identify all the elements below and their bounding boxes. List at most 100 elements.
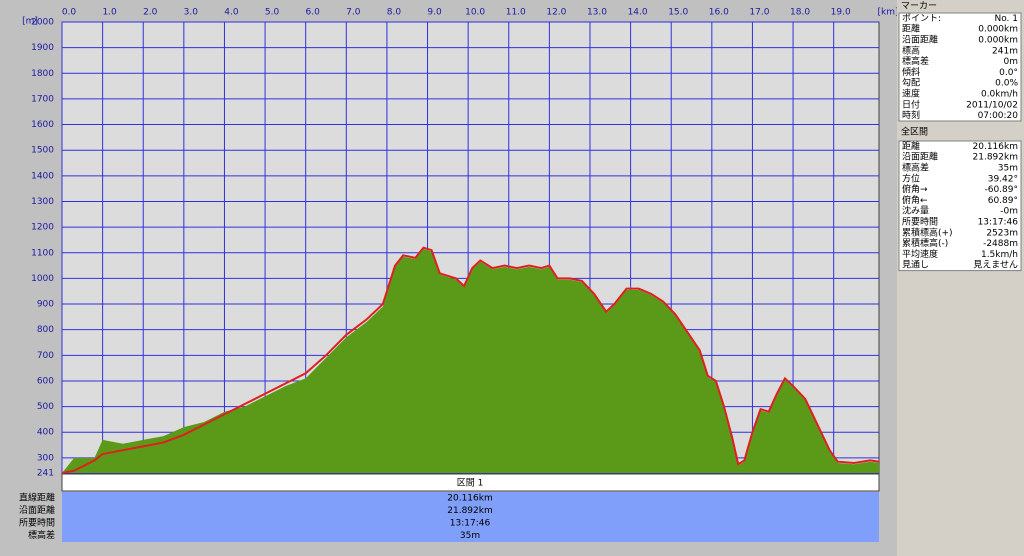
panel-label: 距離 [902, 23, 920, 35]
panel-value: 2523m [986, 228, 1018, 238]
panel-value: 21.892km [973, 153, 1018, 163]
panel-label: 俯角→ [902, 183, 928, 195]
y-tick-label: 2000 [31, 18, 54, 28]
panel-label: 俯角← [902, 194, 928, 206]
y-tick-label: 1700 [31, 94, 54, 104]
y-tick-label: 1400 [31, 171, 54, 181]
panel-label: 所要時間 [902, 217, 938, 228]
x-tick-label: 1.0 [102, 8, 117, 18]
panel-label: 平均速度 [902, 248, 938, 260]
elevation-line [61, 246, 880, 474]
x-tick-label: 13.0 [587, 8, 607, 18]
summary-value: 35m [460, 531, 480, 541]
y-tick-label: 600 [37, 376, 54, 386]
y-tick-label: 1300 [31, 197, 54, 207]
summary-label: 沿面距離 [19, 504, 55, 516]
x-tick-label: 18.0 [790, 8, 810, 18]
x-tick-label: 14.0 [628, 8, 648, 18]
panel-value: 0.000km [978, 25, 1018, 35]
panel-value: 0.000km [978, 36, 1018, 46]
summary-label: 直線距離 [19, 492, 55, 504]
y-tick-label: 300 [37, 453, 54, 463]
y-tick-label: 1800 [31, 69, 54, 79]
summary-header-box [61, 473, 880, 492]
panel-label: 累積標高(-) [902, 237, 948, 249]
panel-value: 07:00:20 [978, 111, 1019, 121]
panel-table [898, 12, 1022, 122]
x-tick-label: 12.0 [546, 8, 566, 18]
summary-value: 21.892km [447, 506, 492, 516]
y-tick-label: 1200 [31, 223, 54, 233]
x-tick-label: 0.0 [62, 8, 77, 18]
panel-label: 傾斜 [902, 66, 920, 78]
panel-label: 日付 [902, 99, 920, 110]
panel-label: 沈み量 [902, 205, 929, 217]
x-unit: [km] [877, 8, 898, 18]
panel-label: 累積標高(+) [902, 226, 953, 238]
x-tick-label: 15.0 [668, 8, 688, 18]
panel-label: 沿面距離 [902, 34, 938, 46]
x-tick-label: 19.0 [831, 8, 851, 18]
panel-value: 13:17:46 [978, 218, 1019, 228]
x-tick-label: 2.0 [143, 8, 158, 18]
panel-value: 35m [998, 164, 1018, 174]
panel-value: 39.42° [988, 174, 1018, 184]
panel-value: 241m [992, 46, 1018, 56]
panel-value: -0m [1000, 207, 1018, 217]
y-tick-label: 1900 [31, 43, 54, 53]
y-tick-label: 400 [37, 428, 54, 438]
x-tick-label: 9.0 [427, 8, 442, 18]
x-tick-label: 5.0 [265, 8, 280, 18]
panel-value: 20.116km [973, 142, 1018, 152]
summary-value: 13:17:46 [450, 519, 491, 529]
panel-value: No. 1 [994, 14, 1018, 24]
y-tick-label: 1500 [31, 146, 54, 156]
panel-value: 0.0% [995, 79, 1018, 89]
panel-label: 時刻 [902, 109, 920, 121]
marker-title: マーカー [901, 1, 937, 12]
y-tick-label: 900 [37, 300, 54, 310]
section-title: 全区間 [901, 126, 928, 138]
y-tick-label: 1100 [31, 248, 54, 258]
panel-label: 距離 [902, 140, 920, 152]
summary-value: 20.116km [447, 494, 492, 504]
panel-value: -2488m [983, 239, 1018, 249]
panel-label: 標高差 [902, 55, 929, 67]
panel-value: 0.0° [999, 68, 1018, 78]
summary-label: 所要時間 [19, 518, 55, 529]
panel-value: 0.0km/h [981, 90, 1018, 100]
y-tick-label: 500 [37, 402, 54, 412]
panel-value: -60.89° [984, 185, 1018, 195]
x-tick-label: 11.0 [506, 8, 526, 18]
panel-value: 1.5km/h [981, 250, 1018, 260]
y-tick-label: 241 [37, 469, 54, 479]
panel-table [898, 140, 1022, 272]
x-tick-label: 8.0 [387, 8, 402, 18]
y-tick-label: 1600 [31, 120, 54, 130]
x-tick-label: 6.0 [306, 8, 321, 18]
y-unit: [m] [22, 17, 38, 27]
panel-label: 標高 [902, 44, 920, 56]
summary-label: 標高差 [28, 529, 55, 541]
x-tick-label: 3.0 [184, 8, 199, 18]
panel-label: ポイント: [902, 13, 941, 24]
panel-value: 0m [1004, 57, 1019, 67]
elevation-area [62, 248, 879, 473]
panel-label: 見通し [902, 260, 929, 271]
x-tick-label: 10.0 [465, 8, 485, 18]
panel-label: 勾配 [902, 77, 920, 89]
y-tick-label: 800 [37, 325, 54, 335]
x-tick-label: 16.0 [709, 8, 729, 18]
summary-box [62, 492, 879, 542]
summary-header: 区間 1 [457, 478, 484, 489]
panel-value: 2011/10/02 [966, 100, 1018, 110]
x-tick-label: 4.0 [224, 8, 239, 18]
x-tick-label: 17.0 [749, 8, 769, 18]
panel-label: 標高差 [902, 162, 929, 174]
y-tick-label: 700 [37, 351, 54, 361]
y-tick-label: 1000 [31, 274, 54, 284]
panel-value: 60.89° [988, 196, 1018, 206]
panel-value: 見えません [973, 260, 1018, 271]
panel-label: 方位 [902, 172, 920, 184]
